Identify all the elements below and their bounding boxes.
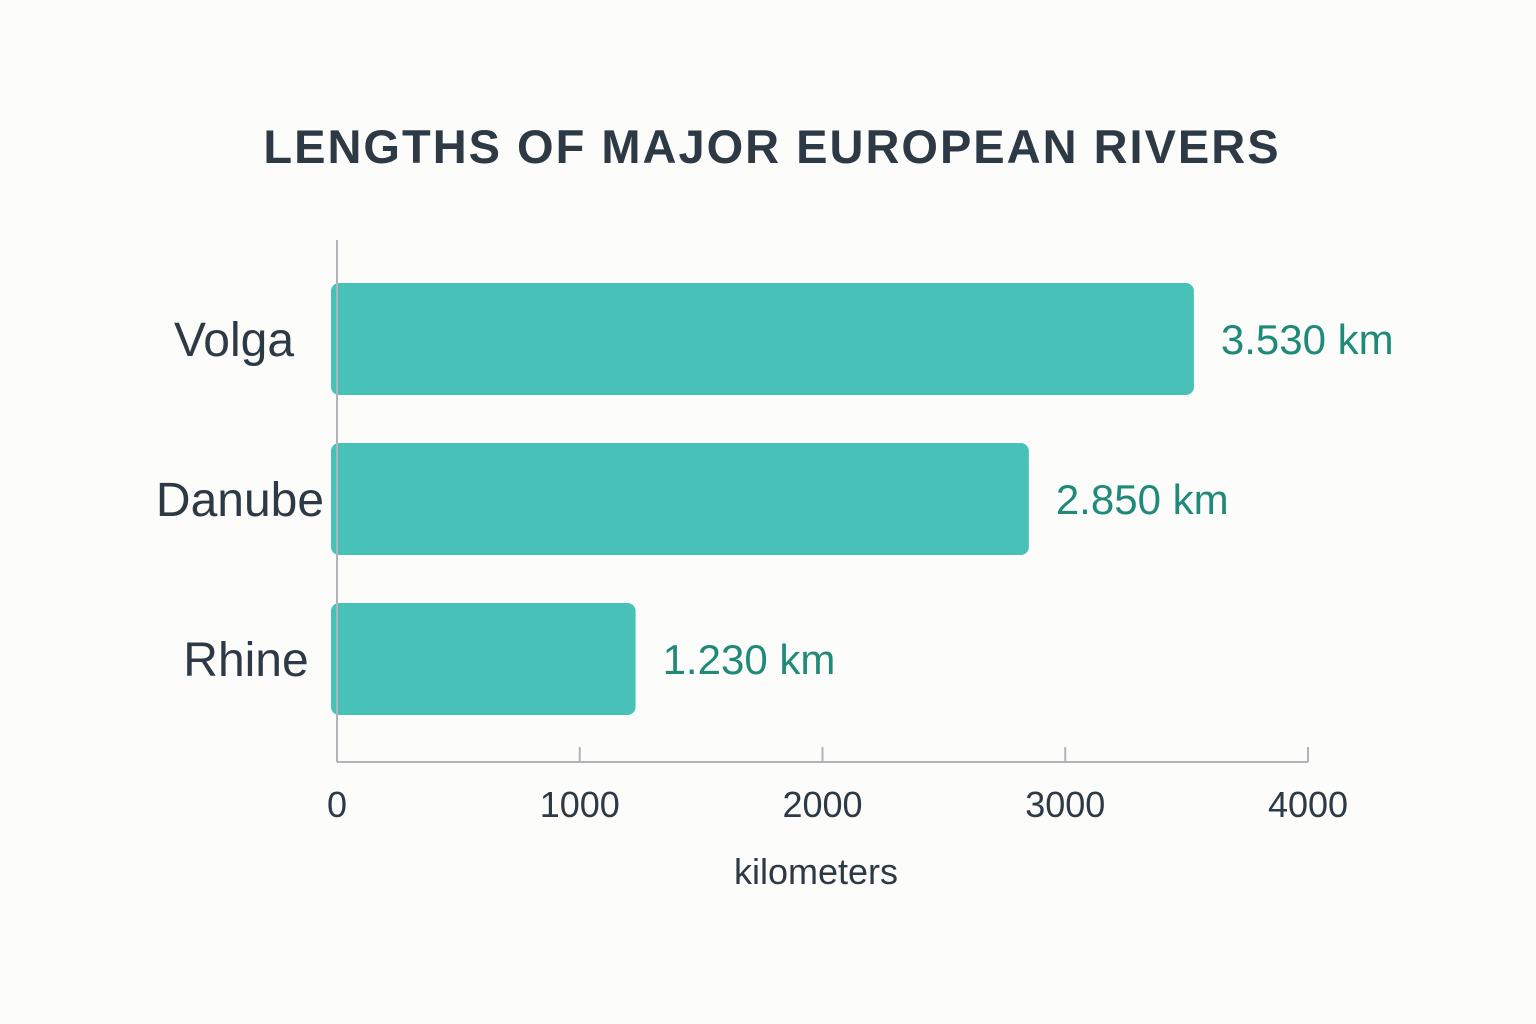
- x-axis-label: kilometers: [734, 851, 898, 892]
- x-ticks-group: 0 1000 2000 3000 4000: [327, 747, 1348, 825]
- value-label: 1.230 km: [663, 636, 836, 683]
- x-tick-label: 0: [327, 784, 347, 825]
- chart-title: LENGTHS OF MAJOR EUROPEAN RIVERS: [263, 120, 1280, 173]
- bar-rhine: [331, 603, 636, 715]
- value-label: 2.850 km: [1056, 476, 1229, 523]
- bar-volga: [331, 283, 1194, 395]
- x-tick-label: 2000: [782, 784, 862, 825]
- category-label: Volga: [174, 314, 294, 367]
- value-label: 3.530 km: [1221, 316, 1394, 363]
- category-label: Rhine: [183, 634, 308, 687]
- x-tick-label: 4000: [1268, 784, 1348, 825]
- x-tick-label: 1000: [540, 784, 620, 825]
- x-tick-label: 3000: [1025, 784, 1105, 825]
- bars-group: Volga 3.530 km Danube 2.850 km Rhine 1.230 km: [156, 283, 1394, 715]
- bar-danube: [331, 443, 1029, 555]
- category-label: Danube: [156, 474, 324, 527]
